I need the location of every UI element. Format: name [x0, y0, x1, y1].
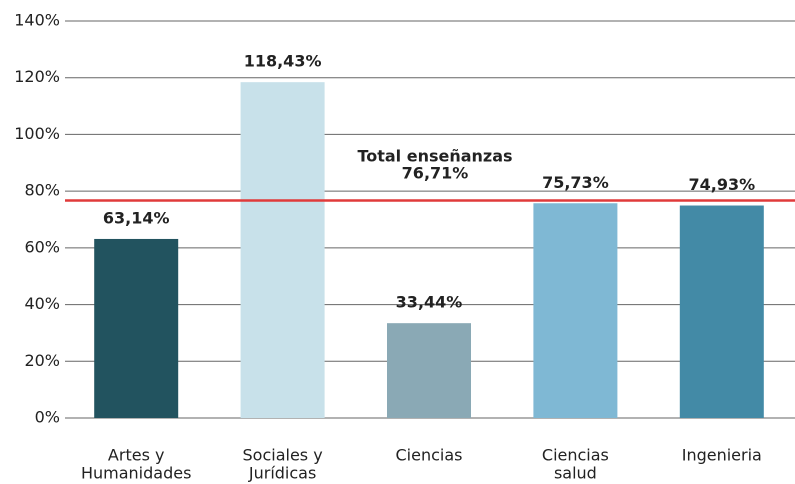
data-label: 33,44%	[396, 293, 463, 312]
reference-label: Total enseñanzas	[357, 147, 512, 166]
bar	[94, 238, 179, 418]
y-tick-label: 40%	[24, 294, 60, 313]
y-tick-label: 120%	[14, 67, 60, 86]
x-tick-label: Ciencias	[542, 446, 609, 465]
x-tick-label: Humanidades	[81, 464, 191, 483]
x-tick-label: Ingenieria	[682, 446, 762, 465]
x-tick-label: Ciencias	[396, 446, 463, 465]
x-tick-label: Artes y	[108, 446, 165, 465]
y-tick-label: 0%	[35, 408, 60, 427]
y-tick-label: 60%	[24, 237, 60, 256]
bar	[240, 82, 325, 419]
data-label: 118,43%	[244, 52, 322, 71]
y-tick-label: 140%	[14, 11, 60, 30]
y-tick-label: 80%	[24, 181, 60, 200]
data-label: 74,93%	[688, 175, 755, 194]
bar	[533, 203, 618, 418]
x-tick-label: Sociales y	[243, 446, 323, 465]
data-label: 63,14%	[103, 208, 170, 227]
x-tick-label: salud	[554, 464, 597, 483]
reference-value: 76,71%	[402, 164, 469, 183]
data-label: 75,73%	[542, 173, 609, 192]
y-tick-label: 100%	[14, 124, 60, 143]
bar	[387, 323, 471, 418]
bar	[679, 205, 764, 418]
y-tick-label: 20%	[24, 351, 60, 370]
x-tick-label: Jurídicas	[248, 464, 316, 483]
